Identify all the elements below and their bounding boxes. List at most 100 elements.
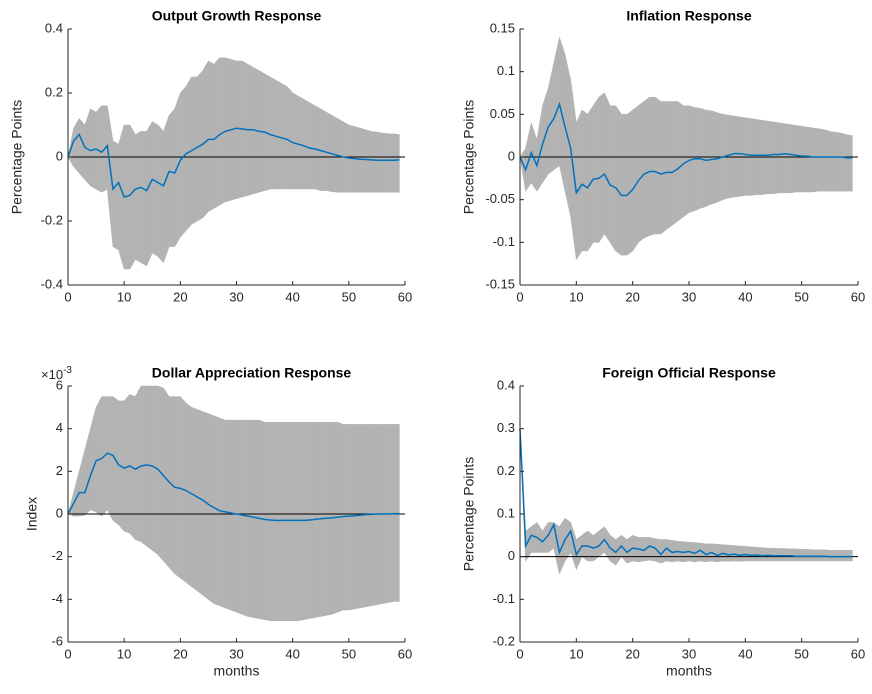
y-tick-label: -0.2 (493, 633, 515, 648)
x-tick-label: 30 (682, 289, 696, 304)
confidence-band (640, 98, 648, 241)
confidence-band (612, 105, 619, 254)
confidence-band (837, 549, 845, 562)
confidence-band (652, 96, 659, 236)
confidence-band (87, 108, 94, 188)
confidence-band (233, 419, 240, 614)
x-tick-label: 20 (625, 646, 639, 661)
response-line (519, 428, 853, 558)
confidence-band (132, 128, 139, 266)
confidence-band (182, 80, 190, 235)
confidence-band (623, 111, 631, 256)
confidence-band (770, 547, 777, 562)
confidence-band (849, 549, 853, 562)
confidence-band (373, 131, 381, 193)
confidence-band (792, 124, 800, 193)
x-axis-label: months (666, 663, 712, 679)
x-tick-label: 10 (117, 646, 131, 661)
response-line (519, 101, 853, 197)
x-tick-label: 50 (342, 289, 356, 304)
confidence-band (317, 106, 324, 191)
subplot: 0 10 20 30 40 50 60 -0.2 -0.1 0 0.1 0.2 0.3 0.4 Foreig… (461, 365, 866, 679)
y-tick-label: 0.4 (497, 377, 515, 392)
confidence-band (76, 118, 83, 177)
multiplier-base: ×10 (41, 367, 63, 382)
confidence-band (629, 107, 636, 254)
confidence-band (362, 128, 369, 193)
confidence-band (657, 98, 664, 235)
y-tick-label: 0.1 (497, 505, 515, 520)
x-tick-label: 60 (398, 289, 412, 304)
confidence-band (843, 133, 850, 192)
confidence-band (736, 545, 743, 562)
confidence-band (92, 401, 100, 515)
x-tick-label: 20 (173, 646, 187, 661)
confidence-band (618, 109, 625, 256)
confidence-band (227, 419, 234, 612)
y-tick-label: 4 (56, 420, 63, 435)
y-tick-label: -0.15 (485, 276, 515, 291)
confidence-band (300, 97, 308, 190)
confidence-band (194, 407, 201, 594)
confidence-band (809, 549, 817, 562)
subplot: 0 10 20 30 40 50 60 -0.4 -0.2 0 0.2 0.4 Output Growt… (9, 8, 413, 305)
confidence-band (787, 548, 794, 562)
x-tick-label: 40 (285, 289, 299, 304)
confidence-band (680, 103, 687, 220)
confidence-band (776, 548, 783, 562)
confidence-band (165, 111, 173, 255)
confidence-band (76, 460, 83, 517)
confidence-band (826, 130, 833, 192)
confidence-band (396, 133, 400, 193)
confidence-band (742, 545, 749, 562)
confidence-band (143, 125, 150, 267)
confidence-band (137, 131, 145, 265)
confidence-band (115, 134, 122, 260)
confidence-band (216, 57, 223, 208)
confidence-band (843, 549, 850, 562)
confidence-band (714, 543, 721, 563)
confidence-band (255, 419, 263, 620)
confidence-band (233, 59, 240, 200)
confidence-band (351, 424, 358, 610)
confidence-band (323, 110, 330, 192)
x-tick-label: 50 (794, 289, 808, 304)
subplot-title: Inflation Response (626, 8, 751, 24)
confidence-band (804, 549, 811, 562)
confidence-band (278, 421, 285, 621)
y-multiplier: ×10-3 (41, 365, 72, 383)
confidence-band (708, 110, 715, 206)
confidence-band (804, 126, 811, 193)
confidence-band (171, 100, 178, 247)
confidence-band (635, 103, 642, 248)
subplot-title: Output Growth Response (152, 8, 322, 24)
confidence-band (590, 100, 597, 248)
response-line (67, 127, 400, 198)
x-tick-label: 30 (229, 646, 243, 661)
y-axis-label: Percentage Points (461, 100, 477, 214)
confidence-band (295, 94, 302, 190)
confidence-band (205, 60, 212, 216)
confidence-band (121, 396, 128, 533)
confidence-band (759, 547, 766, 562)
confidence-band (244, 419, 251, 618)
x-tick-label: 10 (569, 646, 583, 661)
confidence-band (776, 122, 783, 194)
y-tick-label: -0.1 (493, 234, 515, 249)
y-tick-label: -2 (51, 548, 63, 563)
confidence-band (730, 545, 738, 562)
x-tick-label: 10 (569, 289, 583, 304)
confidence-band (798, 125, 805, 193)
x-tick-label: 0 (516, 289, 523, 304)
x-tick-label: 20 (625, 289, 639, 304)
y-tick-label: -0.1 (493, 591, 515, 606)
confidence-band (837, 132, 845, 192)
y-tick-label: 0.4 (45, 20, 63, 35)
confidence-band (283, 84, 291, 190)
subplot-title: Dollar Appreciation Response (152, 365, 352, 381)
confidence-band (821, 128, 828, 192)
confidence-band (272, 421, 279, 621)
x-axis-label: months (214, 663, 260, 679)
x-tick-label: 30 (229, 289, 243, 304)
confidence-band (188, 404, 195, 590)
